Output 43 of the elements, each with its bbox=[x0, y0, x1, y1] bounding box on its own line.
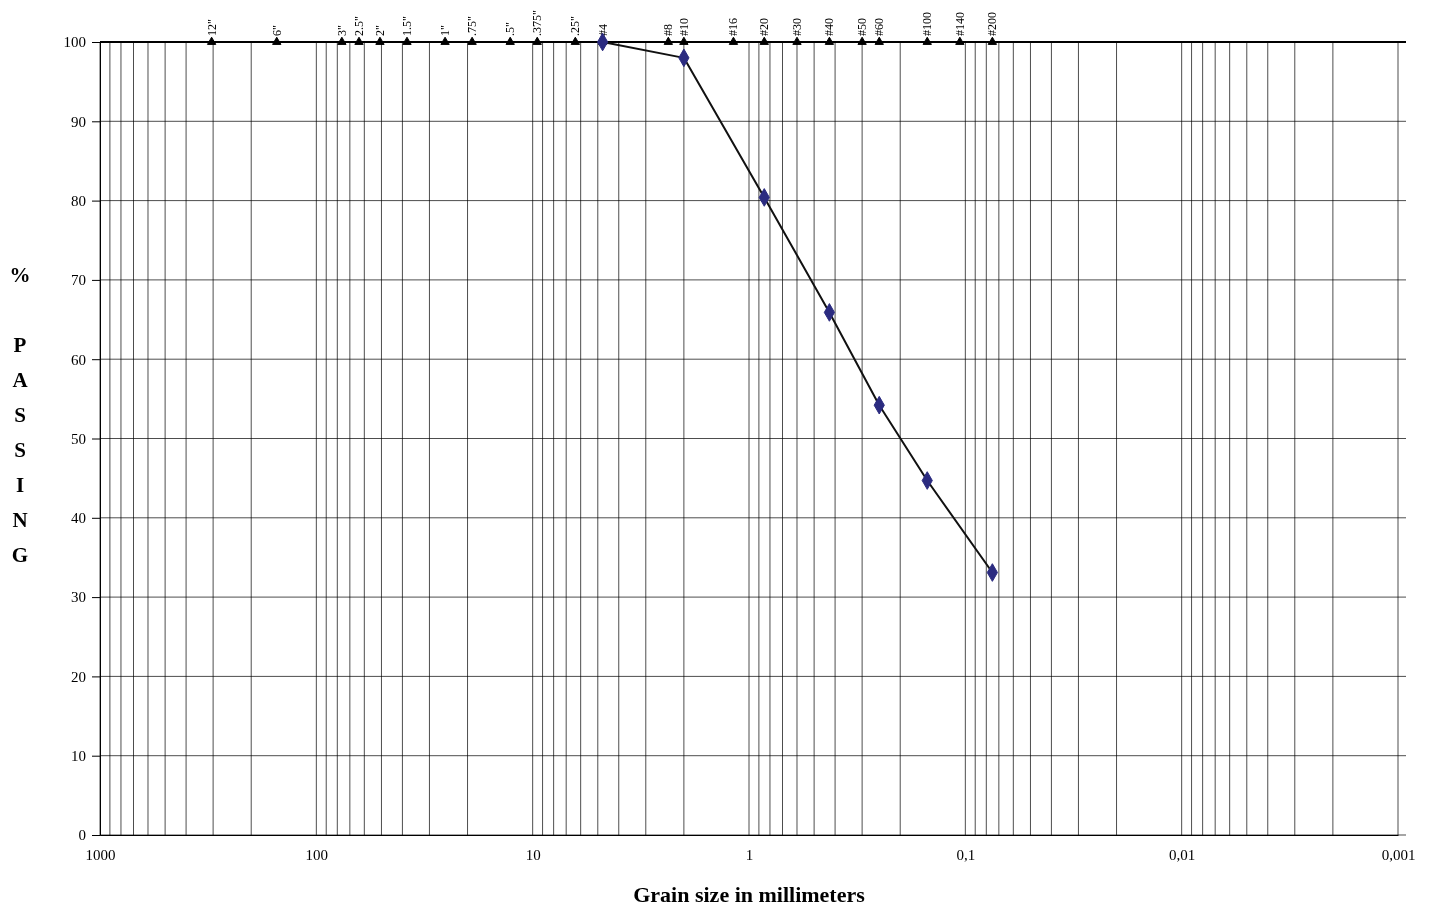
y-tick-label: 100 bbox=[63, 34, 86, 51]
y-tick-label: 40 bbox=[71, 510, 86, 527]
x-tick-label: 1 bbox=[745, 846, 754, 863]
annotation: #40 bbox=[822, 18, 837, 36]
annotation: 1" bbox=[438, 25, 453, 36]
annotation: .25" bbox=[568, 16, 583, 36]
annotation: .375" bbox=[530, 10, 545, 36]
y-tick-label: 10 bbox=[71, 748, 86, 764]
text: % PASSING bbox=[9, 263, 31, 567]
annotation: #50 bbox=[855, 18, 870, 36]
annotation: #200 bbox=[985, 12, 1000, 36]
annotation: 2" bbox=[372, 25, 387, 36]
annotation: 1.5" bbox=[399, 16, 414, 36]
y-tick-label: 60 bbox=[71, 351, 86, 368]
annotation: 2.5" bbox=[352, 16, 366, 36]
annotation: #20 bbox=[757, 18, 772, 36]
annotation: #60 bbox=[872, 18, 887, 36]
annotation: 12" bbox=[204, 19, 219, 36]
y-tick-label: 90 bbox=[71, 113, 86, 130]
annotation: #100 bbox=[920, 12, 935, 36]
y-tick-label: 70 bbox=[71, 272, 86, 289]
y-tick-label: 20 bbox=[71, 668, 86, 685]
y-tick-label: 30 bbox=[71, 589, 86, 606]
annotation: .5" bbox=[503, 22, 518, 36]
annotation: #16 bbox=[726, 18, 741, 36]
annotation: #30 bbox=[789, 18, 804, 36]
x-tick-label: 1000 bbox=[85, 846, 116, 863]
y-tick-label: 0 bbox=[78, 827, 86, 844]
x-tick-label: 0,001 bbox=[1381, 846, 1416, 863]
annotation: #140 bbox=[952, 12, 967, 36]
x-tick-label: 100 bbox=[305, 846, 329, 863]
annotation: 6" bbox=[269, 25, 284, 36]
annotation: #10 bbox=[676, 18, 691, 36]
annotation: #4 bbox=[595, 24, 610, 36]
annotation: 3" bbox=[334, 25, 349, 36]
x-tick-label: 0,01 bbox=[1169, 846, 1196, 863]
annotation: #8 bbox=[661, 24, 676, 36]
y-tick-label: 80 bbox=[71, 192, 86, 209]
annotation: .75" bbox=[465, 16, 480, 36]
y-tick-label: 50 bbox=[71, 430, 86, 447]
x-axis-title: Grain size in millimeters bbox=[633, 882, 866, 907]
x-tick-label: 10 bbox=[525, 846, 541, 863]
x-tick-label: 0,1 bbox=[956, 846, 976, 863]
